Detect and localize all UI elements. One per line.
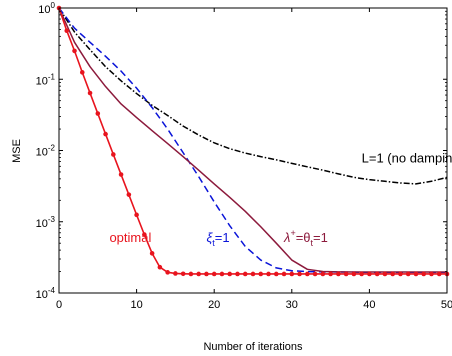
series-3-point [157,264,163,270]
tick-layer: 0 10 20 30 40 50 100 10-1 10-2 10-3 10-4 [36,1,452,311]
annotation-optimal: optimal [109,230,151,245]
x-tick-label: 30 [286,299,298,311]
series-3-point [390,271,395,277]
series-3-point [118,172,124,177]
series-3-point [312,271,318,277]
series-3-point [142,232,147,237]
series-3-point [196,271,201,277]
series-3-point [367,271,372,277]
series-3-point [289,271,295,277]
series-3-point [235,271,240,277]
series-3-point [320,271,326,277]
series-3-point [258,271,264,277]
series-3-point [421,271,427,277]
series-3-point [436,271,442,277]
series-3-point [297,271,302,277]
x-tick-label: 40 [363,299,375,311]
series-3-point [429,271,434,277]
series-3-point [111,152,116,157]
series-3-point [72,48,77,54]
series-3-point [188,271,194,277]
series-3-point [382,271,388,277]
y-tick-label: 10-1 [36,72,56,87]
series-3-point [242,271,248,277]
series-3-point [79,70,85,75]
series-3-point [126,192,132,197]
series-3-point [266,271,271,277]
x-tick-label: 0 [56,299,62,311]
series-line-2 [58,7,447,273]
x-axis-title: Number of iterations [203,341,303,353]
series-3-point [219,271,225,277]
series-3-point [351,271,357,277]
annotation-nodamp: L=1 (no damping) [362,150,452,165]
y-tick-label: 10-4 [36,286,56,301]
y-tick-label: 10-2 [36,144,56,159]
series-3-point [180,271,186,277]
x-tick-label: 50 [441,299,452,311]
series-3-point [281,271,287,277]
series-3-point [398,271,403,277]
series-3-point [103,131,108,137]
series-layer [56,5,450,277]
x-tick-label: 20 [208,299,220,311]
series-3-point [336,271,341,277]
series-3-point [250,271,256,277]
series-3-point [405,271,411,277]
series-3-point [165,270,170,275]
series-3-point [134,212,139,218]
series-3-point [227,271,233,277]
series-3-point [204,271,209,277]
series-3-point [359,271,364,277]
y-tick-label: 10-3 [36,215,56,230]
series-3-point [64,28,70,34]
series-3-point [273,271,279,277]
series-3-point [328,271,333,277]
y-tick-label: 100 [38,1,55,16]
series-3-point [95,111,101,116]
x-tick-label: 10 [130,299,142,311]
series-3-point [87,90,93,96]
annotation-layer: L=1 (no damping) optimal ξt=1 λ+=θt=1 [109,150,452,248]
series-3-point [149,251,155,256]
annotation-lambda: λ+=θt=1 [283,228,328,248]
series-3-point [305,271,310,277]
series-3-point [173,271,178,276]
series-3-point [211,271,217,277]
series-line-0 [58,7,448,185]
series-3-point [343,271,349,277]
series-3-point [413,271,419,277]
series-3-point [374,271,380,277]
annotation-xi: ξt=1 [206,230,229,248]
y-axis-title: MSE [11,139,23,163]
series-line-1 [58,7,447,274]
